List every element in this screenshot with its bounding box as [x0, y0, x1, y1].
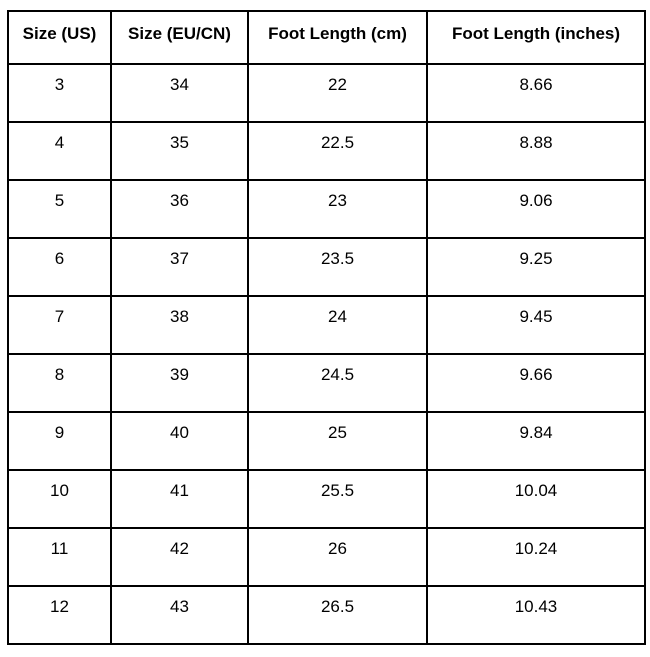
table-cell: 22.5: [247, 121, 428, 181]
table-cell: 9.06: [426, 179, 646, 239]
table-cell: 25: [247, 411, 428, 471]
size-chart-table: Size (US) Size (EU/CN) Foot Length (cm) …: [7, 10, 646, 645]
table-cell: 35: [110, 121, 249, 181]
table-cell: 4: [7, 121, 112, 181]
table-row: 11 42 26 10.24: [7, 527, 646, 587]
table-cell: 40: [110, 411, 249, 471]
table-header: Size (US) Size (EU/CN) Foot Length (cm) …: [7, 10, 646, 65]
table-cell: 22: [247, 63, 428, 123]
table-cell: 7: [7, 295, 112, 355]
table-cell: 10.43: [426, 585, 646, 645]
table-row: 7 38 24 9.45: [7, 295, 646, 355]
table-row: 4 35 22.5 8.88: [7, 121, 646, 181]
table-cell: 9.45: [426, 295, 646, 355]
table-row: 3 34 22 8.66: [7, 63, 646, 123]
table-cell: 39: [110, 353, 249, 413]
table-row: 5 36 23 9.06: [7, 179, 646, 239]
table-header-row: Size (US) Size (EU/CN) Foot Length (cm) …: [7, 10, 646, 65]
table-body: 3 34 22 8.66 4 35 22.5 8.88 5 36 23 9.06 6 37 23.5 9.25…: [7, 63, 646, 645]
table-cell: 9: [7, 411, 112, 471]
table-cell: 38: [110, 295, 249, 355]
table-cell: 6: [7, 237, 112, 297]
table-row: 12 43 26.5 10.43: [7, 585, 646, 645]
table-cell: 34: [110, 63, 249, 123]
column-header-foot-length-cm: Foot Length (cm): [247, 10, 428, 65]
table-cell: 8: [7, 353, 112, 413]
table-cell: 25.5: [247, 469, 428, 529]
table-cell: 3: [7, 63, 112, 123]
table-cell: 43: [110, 585, 249, 645]
column-header-foot-length-inch: Foot Length (inches): [426, 10, 646, 65]
table-cell: 9.25: [426, 237, 646, 297]
table-cell: 10: [7, 469, 112, 529]
table-cell: 11: [7, 527, 112, 587]
column-header-size-us: Size (US): [7, 10, 112, 65]
table-cell: 10.04: [426, 469, 646, 529]
table-cell: 9.84: [426, 411, 646, 471]
table-cell: 26.5: [247, 585, 428, 645]
table-row: 8 39 24.5 9.66: [7, 353, 646, 413]
table-cell: 23: [247, 179, 428, 239]
table-cell: 36: [110, 179, 249, 239]
table-cell: 9.66: [426, 353, 646, 413]
table-cell: 12: [7, 585, 112, 645]
table-cell: 26: [247, 527, 428, 587]
table-row: 9 40 25 9.84: [7, 411, 646, 471]
table-cell: 23.5: [247, 237, 428, 297]
table-cell: 24: [247, 295, 428, 355]
table-row: 6 37 23.5 9.25: [7, 237, 646, 297]
table-cell: 8.66: [426, 63, 646, 123]
table-cell: 5: [7, 179, 112, 239]
table-cell: 24.5: [247, 353, 428, 413]
table-cell: 10.24: [426, 527, 646, 587]
column-header-size-eu-cn: Size (EU/CN): [110, 10, 249, 65]
table-cell: 8.88: [426, 121, 646, 181]
table-cell: 37: [110, 237, 249, 297]
table-cell: 41: [110, 469, 249, 529]
table-row: 10 41 25.5 10.04: [7, 469, 646, 529]
table-cell: 42: [110, 527, 249, 587]
